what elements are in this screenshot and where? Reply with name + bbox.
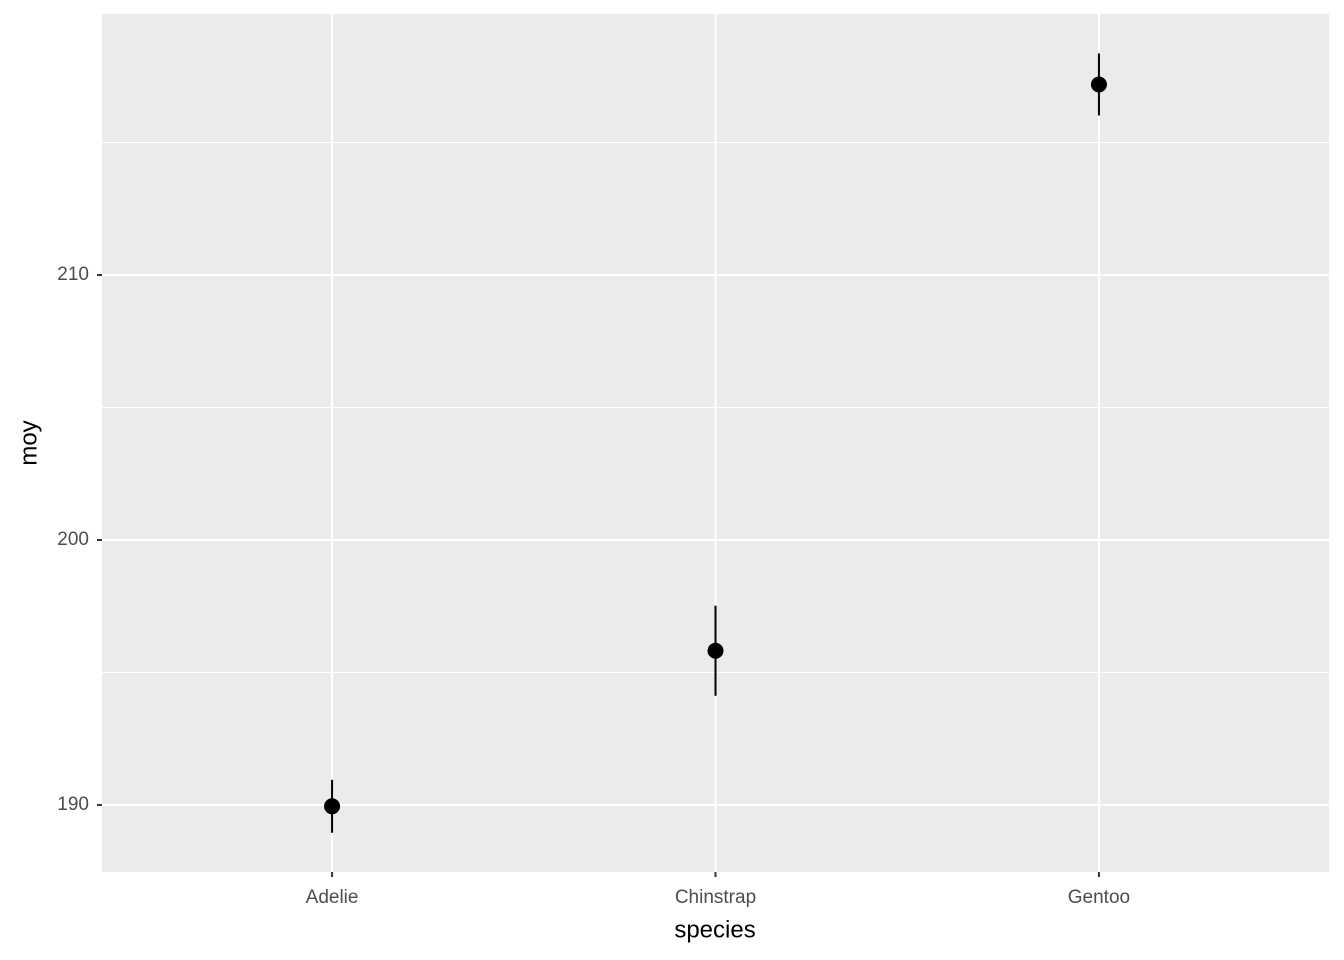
point (1090, 76, 1107, 93)
x-tick-label: Gentoo (1068, 887, 1130, 908)
y-tick-label: 190 (57, 794, 89, 815)
x-axis-title: species (674, 916, 755, 943)
y-tick-label: 210 (57, 264, 89, 285)
y-tick-label: 200 (57, 529, 89, 550)
y-axis-title: moy (15, 420, 42, 465)
point (707, 642, 724, 659)
x-tick-label: Chinstrap (675, 887, 756, 908)
point (324, 798, 341, 815)
x-tick-label: Adelie (306, 887, 359, 908)
